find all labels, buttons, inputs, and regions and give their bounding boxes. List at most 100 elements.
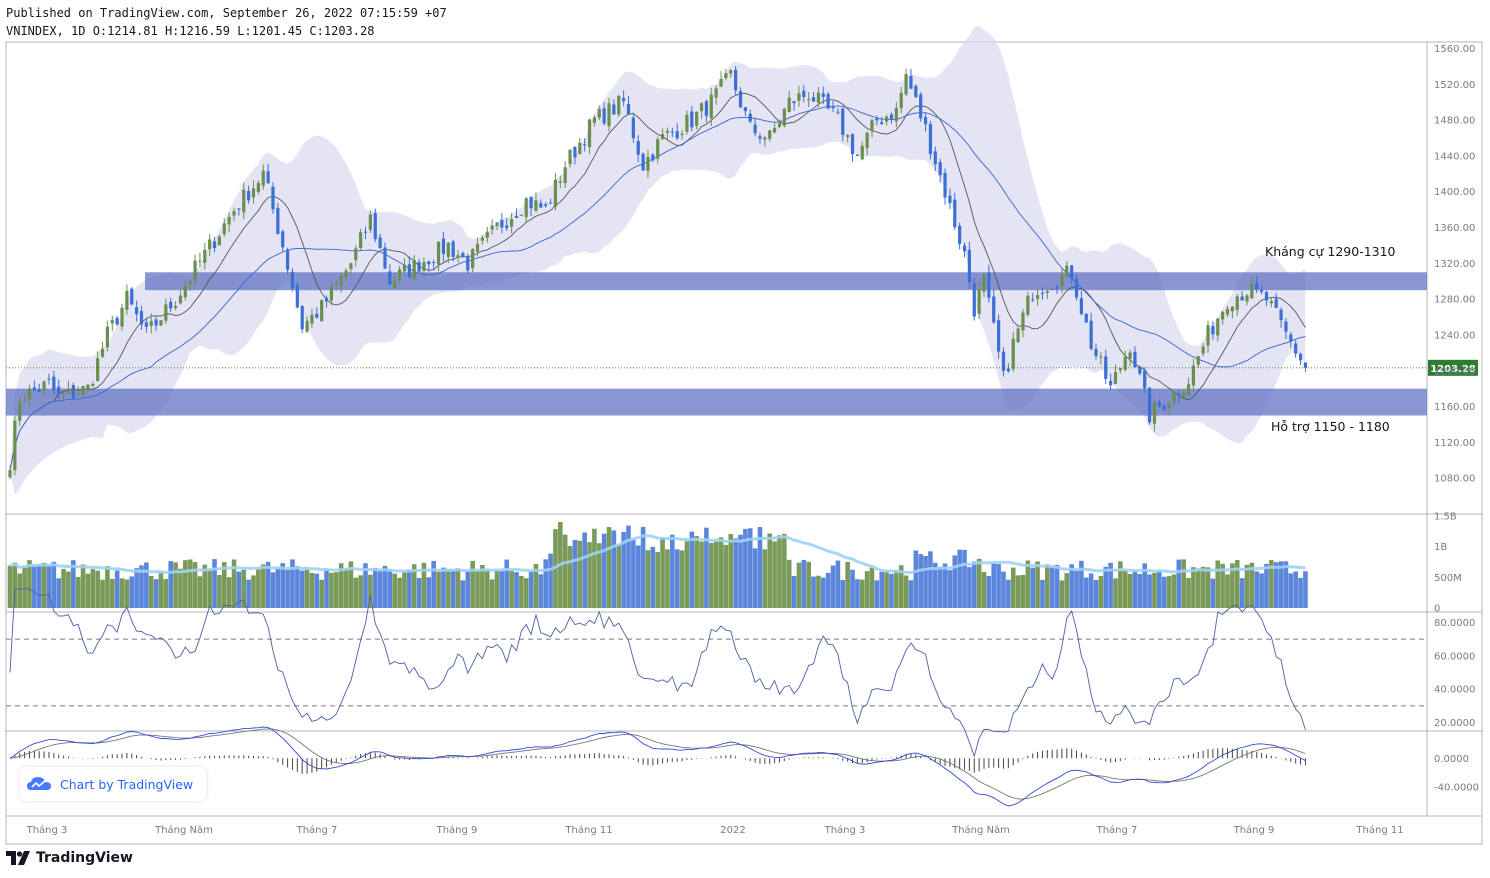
candle bbox=[66, 380, 71, 395]
volume-bar bbox=[616, 544, 622, 608]
volume-bar bbox=[426, 577, 432, 608]
volume-bar bbox=[246, 579, 251, 608]
candle-body bbox=[850, 134, 855, 155]
candle-body bbox=[1147, 387, 1152, 423]
volume-bar bbox=[596, 543, 602, 608]
candle-body bbox=[61, 393, 66, 395]
candle bbox=[344, 268, 348, 283]
candle bbox=[334, 279, 338, 291]
volume-bar bbox=[879, 571, 885, 608]
candle-body bbox=[52, 376, 56, 391]
candle bbox=[1001, 347, 1006, 377]
candle-body bbox=[943, 172, 947, 198]
volume-bar bbox=[304, 569, 310, 608]
volume-bar bbox=[1249, 562, 1255, 608]
candle-body bbox=[1050, 288, 1054, 290]
volume-bar bbox=[1069, 564, 1074, 608]
candle-body bbox=[100, 349, 105, 357]
volume-bar bbox=[855, 579, 860, 608]
candle bbox=[992, 289, 996, 324]
volume-bar bbox=[1132, 570, 1138, 608]
volume-tick-label: 0 bbox=[1434, 604, 1440, 615]
candle bbox=[1089, 313, 1093, 351]
candle bbox=[1021, 308, 1025, 338]
volume-bar bbox=[538, 574, 544, 608]
candle-body bbox=[1113, 372, 1118, 384]
candle-body bbox=[1284, 321, 1288, 332]
candle bbox=[164, 298, 168, 324]
volume-bar bbox=[470, 560, 475, 608]
volume-bar bbox=[226, 577, 232, 608]
candle-body bbox=[183, 285, 187, 298]
price-tick-label: 1160.00 bbox=[1434, 402, 1475, 413]
candle-body bbox=[592, 117, 596, 123]
candle bbox=[563, 160, 567, 188]
candle bbox=[914, 84, 918, 98]
volume-bar bbox=[407, 569, 412, 608]
candle-body bbox=[500, 219, 504, 228]
candle bbox=[777, 119, 782, 129]
candle bbox=[826, 91, 830, 110]
candle-body bbox=[807, 99, 811, 101]
candle bbox=[880, 116, 884, 125]
candle-body bbox=[709, 94, 713, 119]
candle-body bbox=[797, 93, 801, 101]
candle bbox=[320, 299, 324, 322]
candle-body bbox=[198, 260, 202, 262]
candle-body bbox=[583, 144, 587, 146]
volume-bar bbox=[670, 534, 675, 608]
volume-bar bbox=[202, 564, 208, 608]
candle bbox=[1201, 342, 1205, 357]
volume-bar bbox=[260, 564, 266, 608]
candle-body bbox=[1186, 384, 1191, 396]
candle bbox=[57, 379, 61, 399]
candle-body bbox=[534, 200, 538, 211]
volume-bar bbox=[1278, 561, 1284, 608]
candle-body bbox=[597, 108, 601, 118]
candle bbox=[432, 259, 436, 270]
candle bbox=[256, 180, 260, 195]
candle bbox=[841, 108, 845, 142]
candle bbox=[660, 128, 665, 140]
candle-body bbox=[1274, 298, 1278, 308]
volume-bar bbox=[1283, 561, 1289, 608]
tradingview-watermark[interactable]: Chart by TradingView bbox=[20, 767, 206, 801]
volume-tick-label: 500M bbox=[1434, 573, 1462, 584]
candle bbox=[943, 168, 947, 205]
candle-body bbox=[938, 162, 942, 176]
candle bbox=[836, 108, 840, 115]
candle bbox=[115, 315, 119, 326]
candle bbox=[71, 382, 75, 401]
candle bbox=[597, 105, 601, 121]
candle bbox=[188, 280, 192, 291]
candle bbox=[8, 465, 12, 480]
candle bbox=[704, 99, 709, 123]
volume-bar bbox=[61, 568, 66, 608]
candle bbox=[388, 264, 392, 286]
volume-bar bbox=[923, 555, 928, 608]
volume-bar bbox=[1015, 575, 1021, 608]
candle-body bbox=[407, 264, 411, 277]
candle bbox=[675, 123, 679, 141]
candle-body bbox=[933, 151, 937, 165]
candle bbox=[846, 134, 850, 143]
volume-bar bbox=[1161, 576, 1167, 608]
candle-body bbox=[573, 146, 577, 158]
candle-body bbox=[685, 114, 689, 132]
volume-bar bbox=[811, 576, 816, 608]
volume-bar bbox=[1225, 574, 1230, 608]
candle-body bbox=[734, 69, 738, 91]
support-zone bbox=[6, 388, 1427, 416]
candle-body bbox=[958, 225, 962, 244]
candle bbox=[636, 135, 640, 163]
candle-body bbox=[987, 272, 991, 298]
volume-bar bbox=[1230, 563, 1235, 608]
volume-bar bbox=[1020, 574, 1026, 608]
candle bbox=[894, 102, 898, 128]
price-tick-label: 1480.00 bbox=[1434, 116, 1475, 127]
footer-brand[interactable]: TradingView bbox=[6, 850, 133, 866]
volume-bar bbox=[343, 568, 349, 608]
candle bbox=[587, 118, 592, 154]
volume-bar bbox=[1040, 579, 1045, 608]
